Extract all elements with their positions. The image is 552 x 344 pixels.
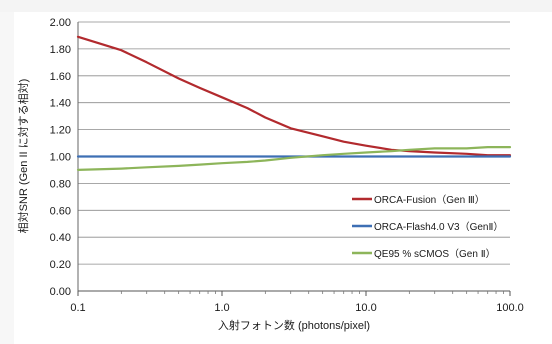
y-tick-label: 1.00 xyxy=(50,152,71,164)
legend-label-2: QE95 % sCMOS（Gen Ⅱ） xyxy=(374,248,496,260)
y-tick-label: 2.00 xyxy=(50,17,71,29)
y-tick-label: 0.40 xyxy=(50,232,71,244)
grid-layer xyxy=(78,21,510,292)
x-axis-title: 入射フォトン数 (photons/pixel) xyxy=(218,318,370,332)
legend-label-1: ORCA-Flash4.0 V3（GenⅡ） xyxy=(374,221,503,233)
y-tick-label: 0.00 xyxy=(50,286,71,298)
y-tick-label: 0.60 xyxy=(50,205,71,217)
top-strip xyxy=(0,0,552,12)
x-tick-label: 0.1 xyxy=(70,302,85,314)
series-line-0 xyxy=(76,35,512,157)
y-axis-title: 相対SNR (Gen II に対する相対) xyxy=(16,79,30,234)
series-layer xyxy=(76,35,512,171)
legend-layer: ORCA-Fusion（Gen Ⅲ） ORCA-Flash4.0 V3（GenⅡ）… xyxy=(352,194,503,260)
axis-layer: 0.00 0.20 0.40 0.60 0.80 1.00 1.20 1.40 1.60 1.80… xyxy=(50,17,524,314)
left-strip xyxy=(0,12,14,344)
series-line-2 xyxy=(76,146,512,171)
y-tick-label: 1.20 xyxy=(50,125,71,137)
y-tick-label: 0.20 xyxy=(50,259,71,271)
x-tick-label: 10.0 xyxy=(355,302,376,314)
y-tick-label: 1.60 xyxy=(50,71,71,83)
y-tick-label: 1.80 xyxy=(50,44,71,56)
x-tick-label: 100.0 xyxy=(496,302,524,314)
legend-label-0: ORCA-Fusion（Gen Ⅲ） xyxy=(374,194,485,206)
y-tick-label: 1.40 xyxy=(50,98,71,110)
x-tick-label: 1.0 xyxy=(214,302,229,314)
y-tick-label: 0.80 xyxy=(50,178,71,190)
